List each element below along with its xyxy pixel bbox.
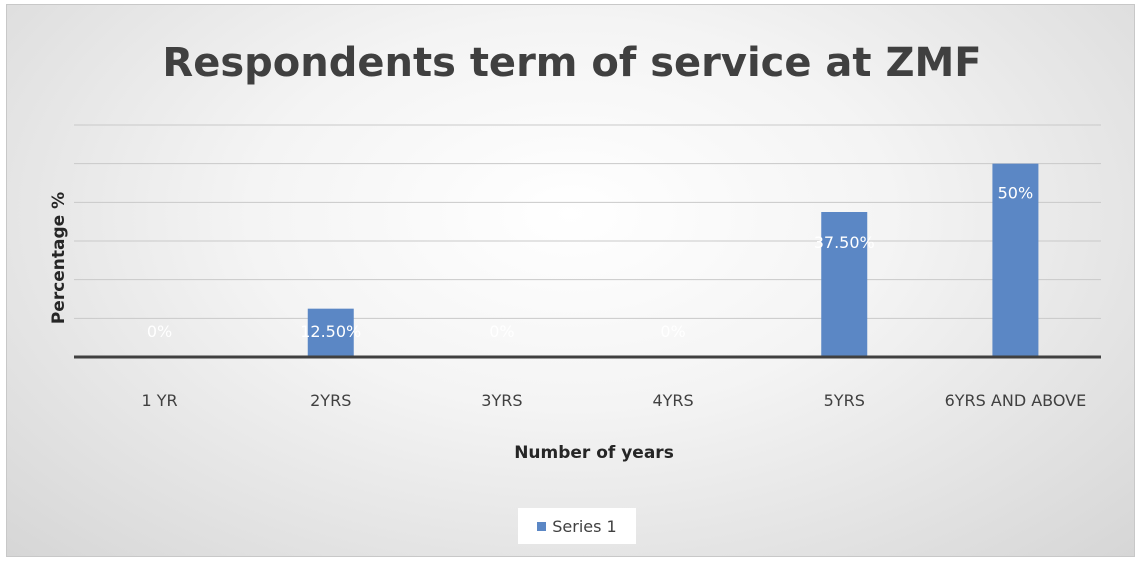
data-label: 37.50% [814, 233, 875, 252]
legend-swatch [537, 522, 546, 531]
data-label: 12.50% [300, 322, 361, 341]
category-labels: 1 YR 2YRS 3YRS 4YRS 5YRS 6YRS AND ABOVE [142, 391, 1087, 410]
gridlines [74, 125, 1101, 318]
data-label: 0% [147, 322, 172, 341]
category-label: 4YRS [652, 391, 693, 410]
data-label: 0% [660, 322, 685, 341]
x-axis-title: Number of years [514, 443, 674, 463]
category-label: 3YRS [481, 391, 522, 410]
legend-label: Series 1 [552, 517, 616, 536]
chart-title: Respondents term of service at ZMF [162, 40, 981, 86]
category-label: 1 YR [142, 391, 178, 410]
category-label: 6YRS AND ABOVE [945, 391, 1087, 410]
data-label: 0% [489, 322, 514, 341]
category-label: 5YRS [824, 391, 865, 410]
category-label: 2YRS [310, 391, 351, 410]
legend: Series 1 [518, 508, 636, 544]
data-labels: 0% 12.50% 0% 0% 37.50% 50% [147, 184, 1033, 341]
y-axis-title: Percentage % [49, 192, 69, 324]
data-label: 50% [998, 184, 1034, 203]
